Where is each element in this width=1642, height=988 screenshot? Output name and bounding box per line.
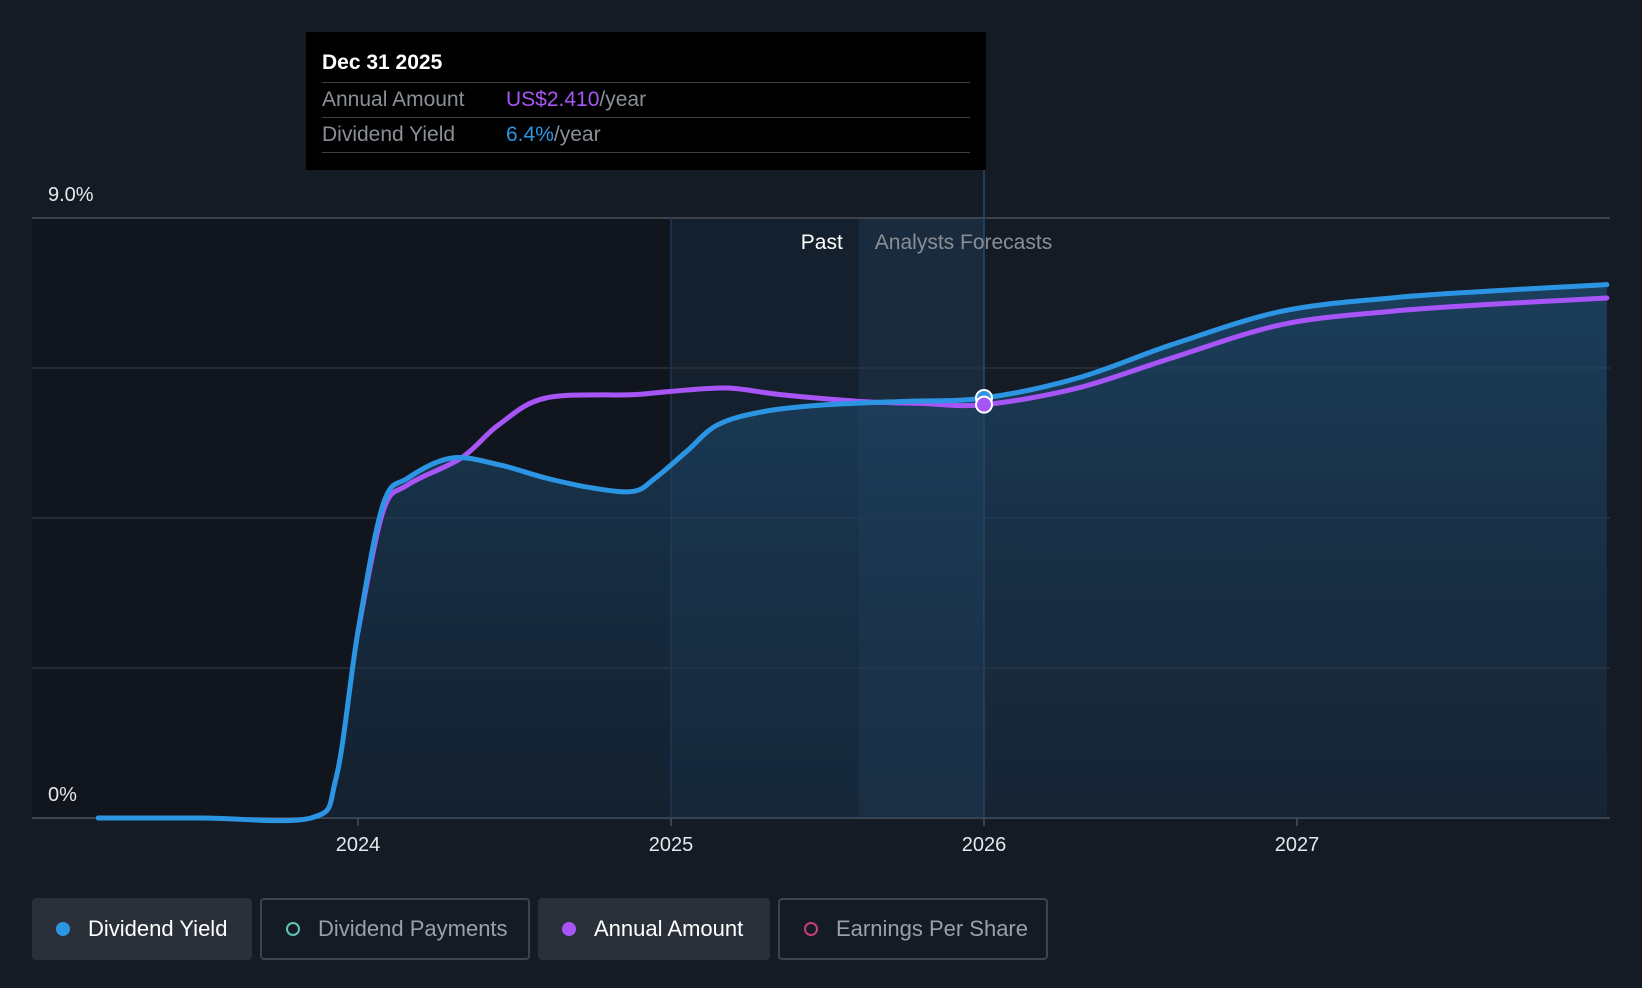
tooltip-yield-row: Dividend Yield 6.4% /year [322,117,970,153]
annual-amount-marker [975,395,993,414]
legend-annual-amount[interactable]: Annual Amount [538,898,770,960]
y-tick-label-min: 0% [48,784,77,806]
x-tick-label: 2027 [1275,834,1320,856]
tooltip-yield-unit: /year [553,123,601,146]
tooltip-annual-row: Annual Amount US$2.410 /year [322,82,970,117]
tooltip: Dec 31 2025 Annual Amount US$2.410 /year… [306,32,986,170]
tooltip-annual-label: Annual Amount [322,88,465,111]
legend-annual-amount-label: Annual Amount [594,916,744,941]
x-tick-label: 2026 [962,834,1007,856]
tooltip-yield-value: 6.4% [506,123,554,146]
legend-dividend-yield-label: Dividend Yield [88,916,228,941]
legend-dividend-payments[interactable]: Dividend Payments [260,898,530,960]
forecast-label: Analysts Forecasts [875,231,1052,254]
legend-dividend-payments-label: Dividend Payments [318,916,508,941]
dividend-payments-ring-icon [286,922,300,936]
annual-amount-dot-icon [562,922,576,936]
tooltip-annual-unit: /year [599,88,647,111]
tooltip-date: Dec 31 2025 [322,51,443,74]
legend-dividend-yield[interactable]: Dividend Yield [32,898,252,960]
x-tick-label: 2025 [649,834,694,856]
tooltip-annual-value: US$2.410 [506,88,600,111]
past-label: Past [801,231,843,254]
dividend-yield-area [98,284,1607,821]
tooltip-yield-label: Dividend Yield [322,123,456,146]
legend-earnings-per-share-label: Earnings Per Share [836,916,1028,941]
legend-earnings-per-share[interactable]: Earnings Per Share [778,898,1048,960]
dividend-yield-line [95,282,1610,824]
earnings-per-share-ring-icon [804,922,818,936]
dividend-yield-dot-icon [56,922,70,936]
y-tick-label-max: 9.0% [48,184,94,206]
x-tick-label: 2024 [336,834,381,856]
